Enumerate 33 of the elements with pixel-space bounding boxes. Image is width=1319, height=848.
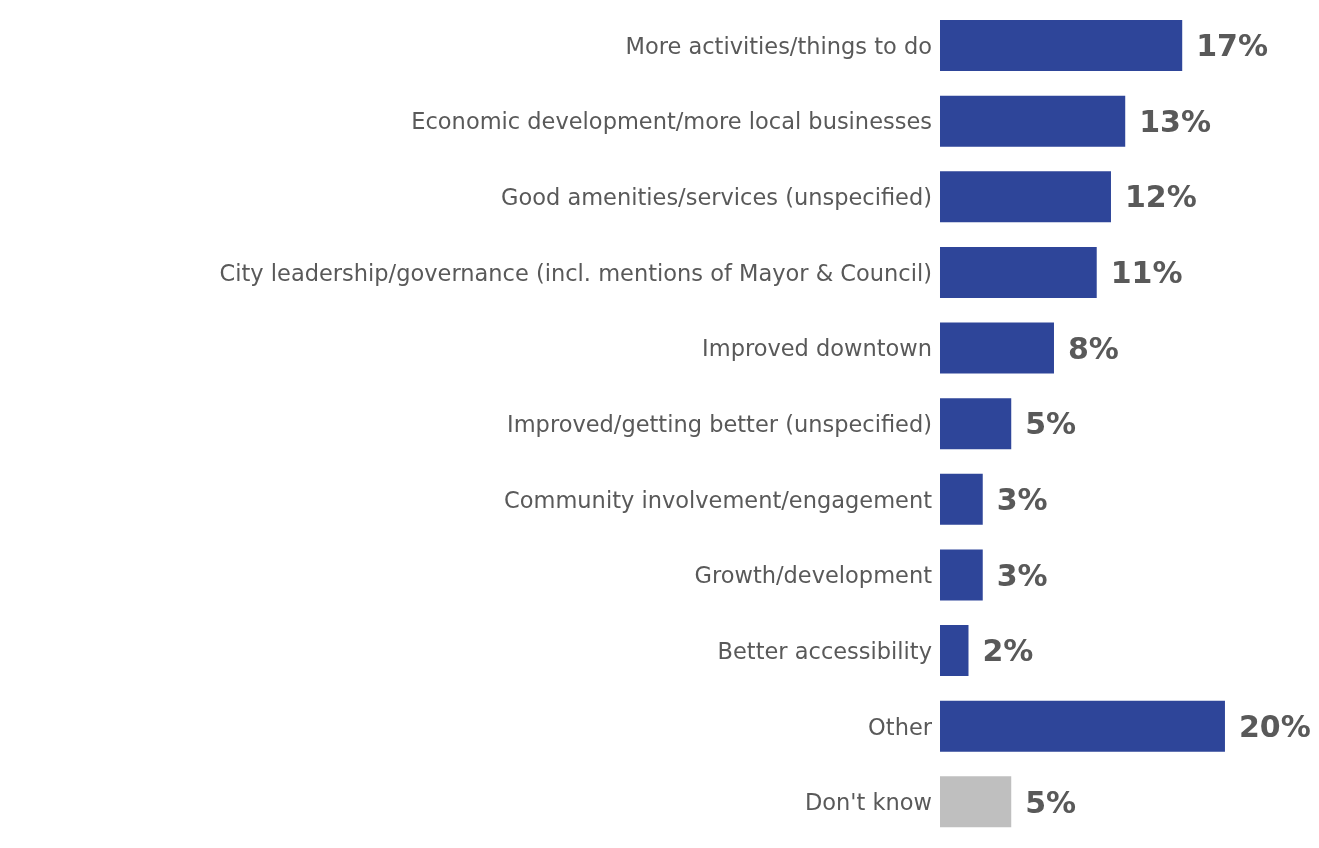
y-tick-label: Good amenities/services (unspecified) (501, 184, 932, 211)
data-label: 11% (1110, 255, 1183, 291)
y-tick-label: Improved downtown (702, 335, 932, 362)
data-label: 20% (1238, 708, 1311, 744)
data-label: 2% (982, 633, 1034, 669)
bar (940, 322, 1054, 374)
y-tick-label: Don't know (805, 789, 932, 816)
bar (940, 700, 1225, 752)
data-label: 3% (996, 481, 1048, 517)
data-label: 5% (1025, 784, 1077, 820)
y-tick-label: Other (868, 713, 933, 740)
bar (940, 473, 983, 525)
bar (940, 20, 1183, 71)
y-tick-label: More activities/things to do (625, 32, 932, 59)
y-tick-label: Community involvement/engagement (504, 486, 933, 513)
y-tick-label: Growth/development (694, 562, 933, 589)
bar (940, 549, 983, 601)
y-tick-label: Improved/getting better (unspecified) (507, 410, 932, 437)
y-tick-label: Better accessibility (717, 637, 932, 664)
data-label: 5% (1025, 406, 1077, 442)
bar (940, 95, 1126, 147)
y-tick-label: Economic development/more local businesses (411, 108, 932, 135)
bar (940, 398, 1012, 450)
data-label: 8% (1067, 330, 1119, 366)
data-label: 3% (996, 557, 1048, 593)
data-label: 12% (1124, 179, 1197, 215)
data-label: 17% (1196, 28, 1269, 64)
data-label: 13% (1139, 103, 1212, 139)
bar (940, 171, 1111, 223)
bar (940, 246, 1097, 298)
bar (940, 776, 1012, 828)
y-tick-label: City leadership/governance (incl. mentions of Mayor & Council) (219, 259, 932, 286)
bar (940, 625, 969, 677)
